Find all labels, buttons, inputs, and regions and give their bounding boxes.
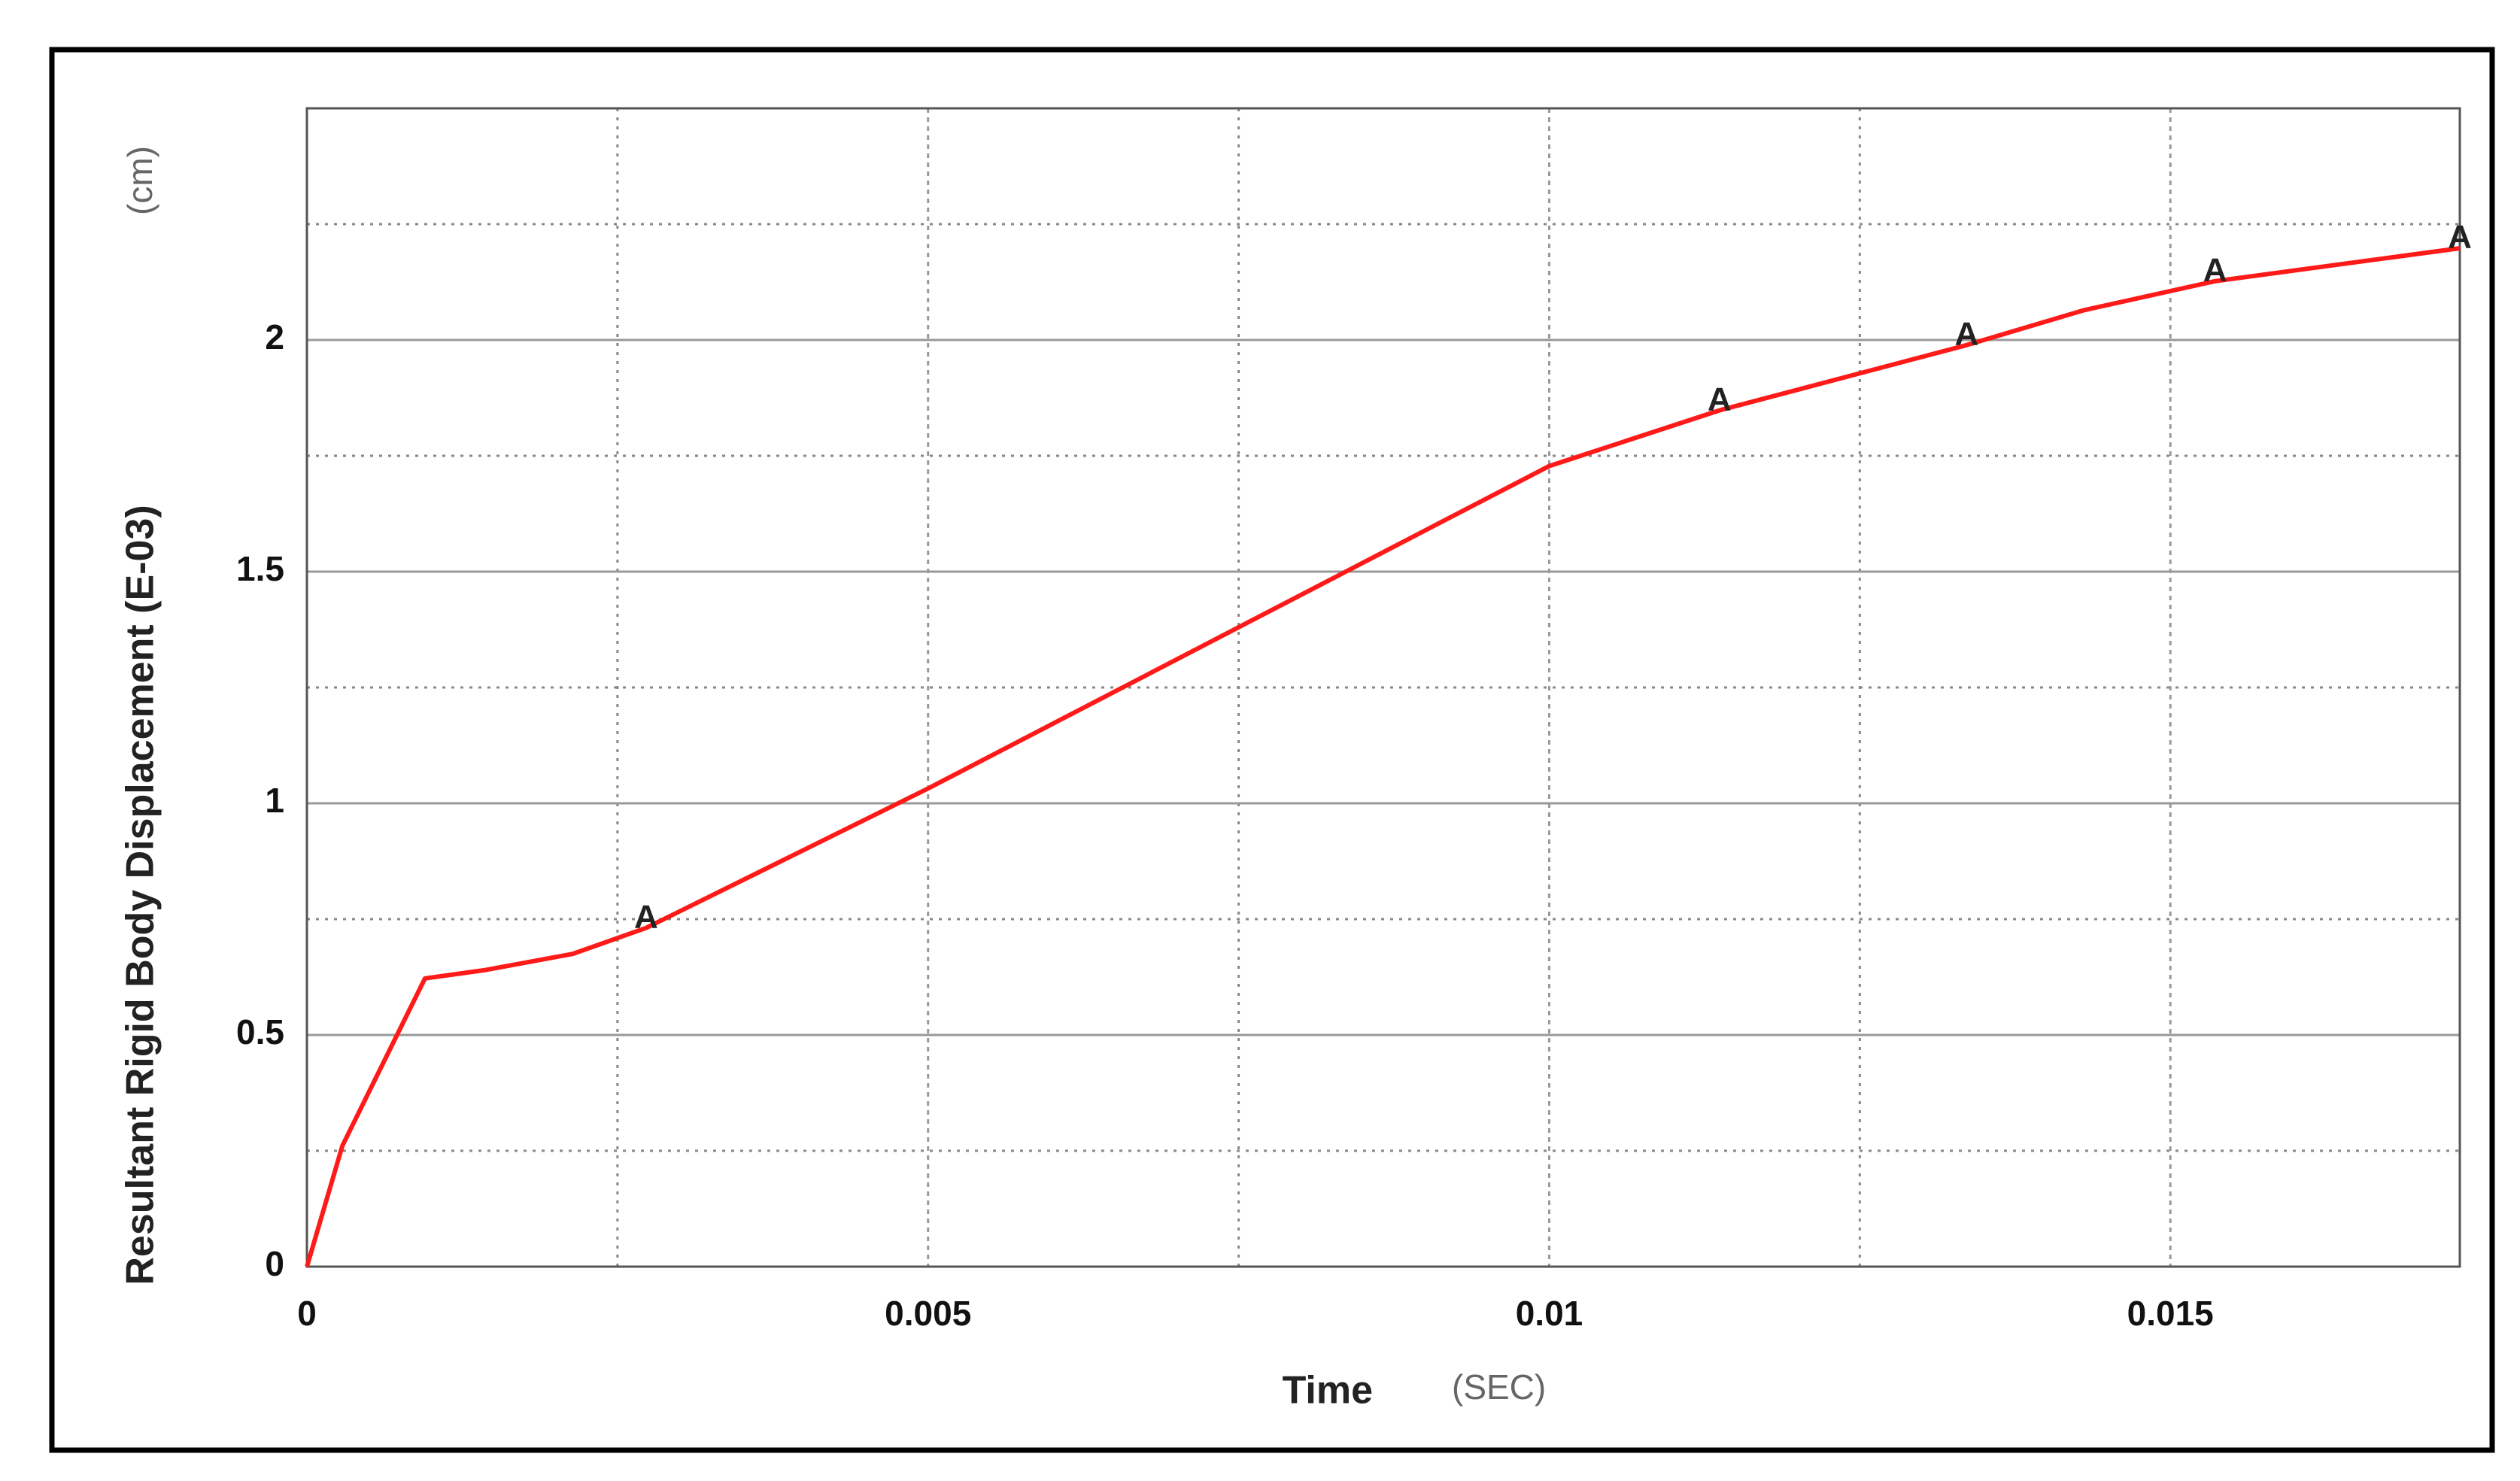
y-tick-label: 1: [265, 781, 284, 820]
y-tick-label: 0: [265, 1244, 284, 1283]
point-marker: A: [1954, 315, 1978, 352]
point-marker: A: [2203, 251, 2227, 288]
x-axis-unit: (SEC): [1452, 1367, 1546, 1407]
plot-area: [305, 107, 2461, 1268]
y-tick-label: 2: [265, 317, 284, 357]
frame: [49, 47, 2495, 1453]
y-axis-unit: (cm): [120, 146, 159, 215]
data-line: [305, 246, 2461, 1267]
x-axis-label: Time: [1283, 1369, 1373, 1413]
point-marker: A: [634, 898, 658, 935]
x-tick-label: 0.01: [1516, 1294, 1583, 1333]
grid: [305, 108, 2460, 1268]
x-tick-label: 0.005: [885, 1294, 971, 1333]
y-axis-label: Resultant Rigid Body Displacement (E-03): [119, 505, 162, 1285]
y-axis-title: Resultant Rigid Body Displacement (E-03)…: [119, 146, 162, 1285]
y-tick-label: 0.5: [236, 1012, 284, 1052]
point-marker: A: [1708, 381, 1732, 417]
x-tick-label: 0: [297, 1294, 317, 1333]
y-tick-label: 1.5: [236, 549, 284, 588]
x-tick-label: 0.015: [2127, 1294, 2214, 1333]
point-marker: A: [2448, 219, 2472, 256]
